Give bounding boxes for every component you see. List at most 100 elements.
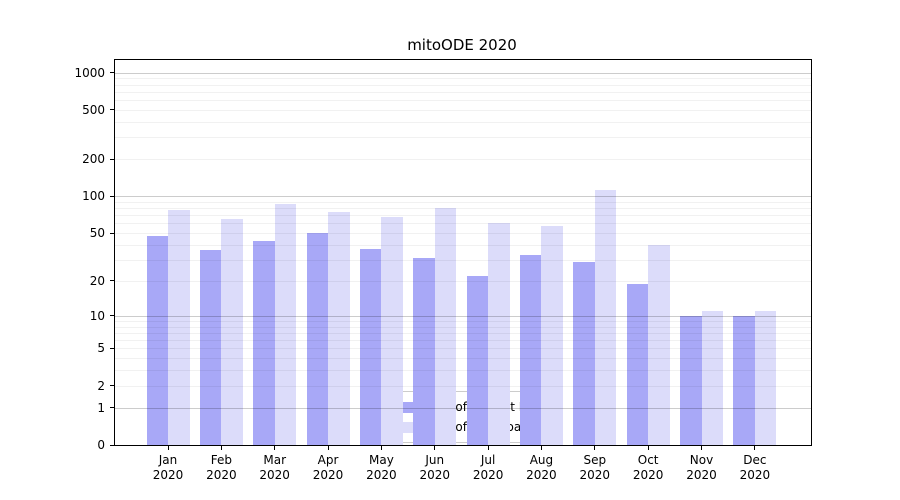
gridline-minor — [115, 159, 811, 161]
y-tick-label: 2 — [97, 378, 105, 393]
x-tick-mark — [487, 445, 489, 450]
x-tick-label-line: Jan — [158, 453, 178, 467]
y-tick-label: 500 — [82, 102, 105, 117]
bar-downloads — [434, 208, 457, 445]
x-tick-mark — [701, 445, 702, 450]
x-tick-label: Jun 2020 — [405, 453, 465, 483]
x-tick-mark — [434, 445, 436, 450]
y-tick-label: 10 — [89, 308, 105, 323]
y-tick-mark — [110, 315, 115, 317]
y-tick-mark — [110, 158, 115, 160]
x-tick-label-line: 2020 — [312, 468, 344, 482]
x-tick-label: Mar 2020 — [245, 453, 305, 483]
gridline-minor — [115, 201, 811, 203]
x-tick-label-line: May — [368, 453, 394, 467]
x-tick-mark — [540, 445, 542, 450]
y-tick-mark — [110, 347, 115, 349]
bar-downloads — [488, 222, 510, 445]
gridline-minor — [115, 109, 811, 111]
x-tick-mark — [327, 445, 329, 450]
x-tick-label-line: Sep — [583, 453, 607, 467]
bar-distinct-ips — [146, 236, 168, 445]
x-tick-label: Oct 2020 — [618, 453, 678, 483]
bar-downloads — [168, 210, 190, 445]
x-tick-mark — [594, 445, 596, 450]
x-tick-label: Dec 2020 — [725, 453, 785, 483]
x-tick-mark — [220, 445, 222, 450]
bar-downloads — [701, 311, 723, 445]
x-tick-label: Nov 2020 — [672, 453, 732, 483]
bar-distinct-ips — [466, 276, 489, 445]
x-tick-label-line: Dec — [743, 453, 767, 467]
y-tick-mark — [110, 109, 115, 111]
x-tick-label-line: 2020 — [686, 468, 717, 482]
bar-distinct-ips — [253, 241, 275, 445]
x-tick-label: Jul 2020 — [458, 453, 518, 483]
y-tick-mark — [110, 407, 115, 409]
bar-distinct-ips — [413, 258, 435, 445]
x-tick-label-line: Jun — [425, 453, 445, 467]
bar-distinct-ips — [306, 233, 329, 445]
gridline-major — [115, 72, 811, 74]
bar-distinct-ips — [626, 283, 649, 445]
y-tick-mark — [110, 72, 115, 74]
gridline-minor — [115, 84, 811, 86]
y-tick-label: 0 — [97, 438, 105, 452]
x-tick-mark — [167, 445, 169, 450]
x-tick-label-line: 2020 — [206, 468, 237, 482]
gridline-minor — [115, 91, 811, 93]
bar-downloads — [541, 226, 563, 445]
x-tick-label-line: Jul — [480, 453, 496, 467]
y-tick-label: 5 — [97, 341, 105, 356]
y-tick-mark — [110, 195, 115, 197]
x-tick-label: Apr 2020 — [298, 453, 358, 483]
bar-distinct-ips — [359, 248, 382, 445]
gridline-major — [115, 196, 811, 198]
y-tick-label: 50 — [89, 226, 105, 241]
y-tick-mark — [110, 232, 115, 234]
gridline-minor — [115, 208, 811, 210]
x-tick-label-line: 2020 — [152, 468, 184, 482]
y-tick-mark — [110, 385, 115, 387]
bar-downloads — [274, 204, 297, 445]
x-tick-label-line: Aug — [529, 453, 554, 467]
y-tick-mark — [110, 280, 115, 282]
x-tick-label-line: Nov — [689, 453, 714, 467]
gridline-minor — [115, 137, 811, 139]
gridline-minor — [115, 100, 811, 102]
y-tick-mark — [110, 444, 115, 446]
x-tick-label-line: 2020 — [366, 468, 397, 482]
x-tick-label-line: 2020 — [579, 468, 611, 482]
gridline-minor — [115, 121, 811, 123]
x-tick-mark — [647, 445, 649, 450]
y-tick-label: 1000 — [74, 65, 105, 80]
y-tick-label: 1 — [97, 400, 105, 415]
gridline-minor — [115, 215, 811, 217]
x-tick-label-line: Oct — [637, 453, 659, 467]
bar-downloads — [594, 190, 617, 445]
bar-downloads — [221, 219, 243, 445]
x-tick-label-line: 2020 — [526, 468, 557, 482]
x-tick-label: May 2020 — [351, 453, 411, 483]
bar-distinct-ips — [733, 315, 755, 445]
x-tick-label-line: Feb — [210, 453, 232, 467]
plot-area: Nb of distinct IPs Nb of downloads 10005… — [74, 59, 812, 482]
gridline-minor — [115, 233, 811, 235]
x-tick-label: Aug 2020 — [511, 453, 571, 483]
bar-downloads — [648, 244, 670, 445]
bar-distinct-ips — [519, 254, 542, 445]
y-tick-label: 20 — [89, 273, 105, 288]
chart-title: mitoODE 2020 — [407, 36, 517, 54]
x-tick-label-line: 2020 — [739, 468, 771, 482]
y-tick-label: 100 — [82, 189, 105, 204]
bar-distinct-ips — [573, 261, 595, 445]
x-tick-label-line: Apr — [317, 453, 339, 467]
bar-distinct-ips — [680, 315, 702, 445]
x-tick-label: Feb 2020 — [191, 453, 251, 483]
gridline-minor — [115, 244, 811, 246]
x-tick-mark — [754, 445, 756, 450]
x-tick-mark — [274, 445, 276, 450]
bar-downloads — [381, 216, 403, 445]
x-tick-mark — [380, 445, 382, 450]
